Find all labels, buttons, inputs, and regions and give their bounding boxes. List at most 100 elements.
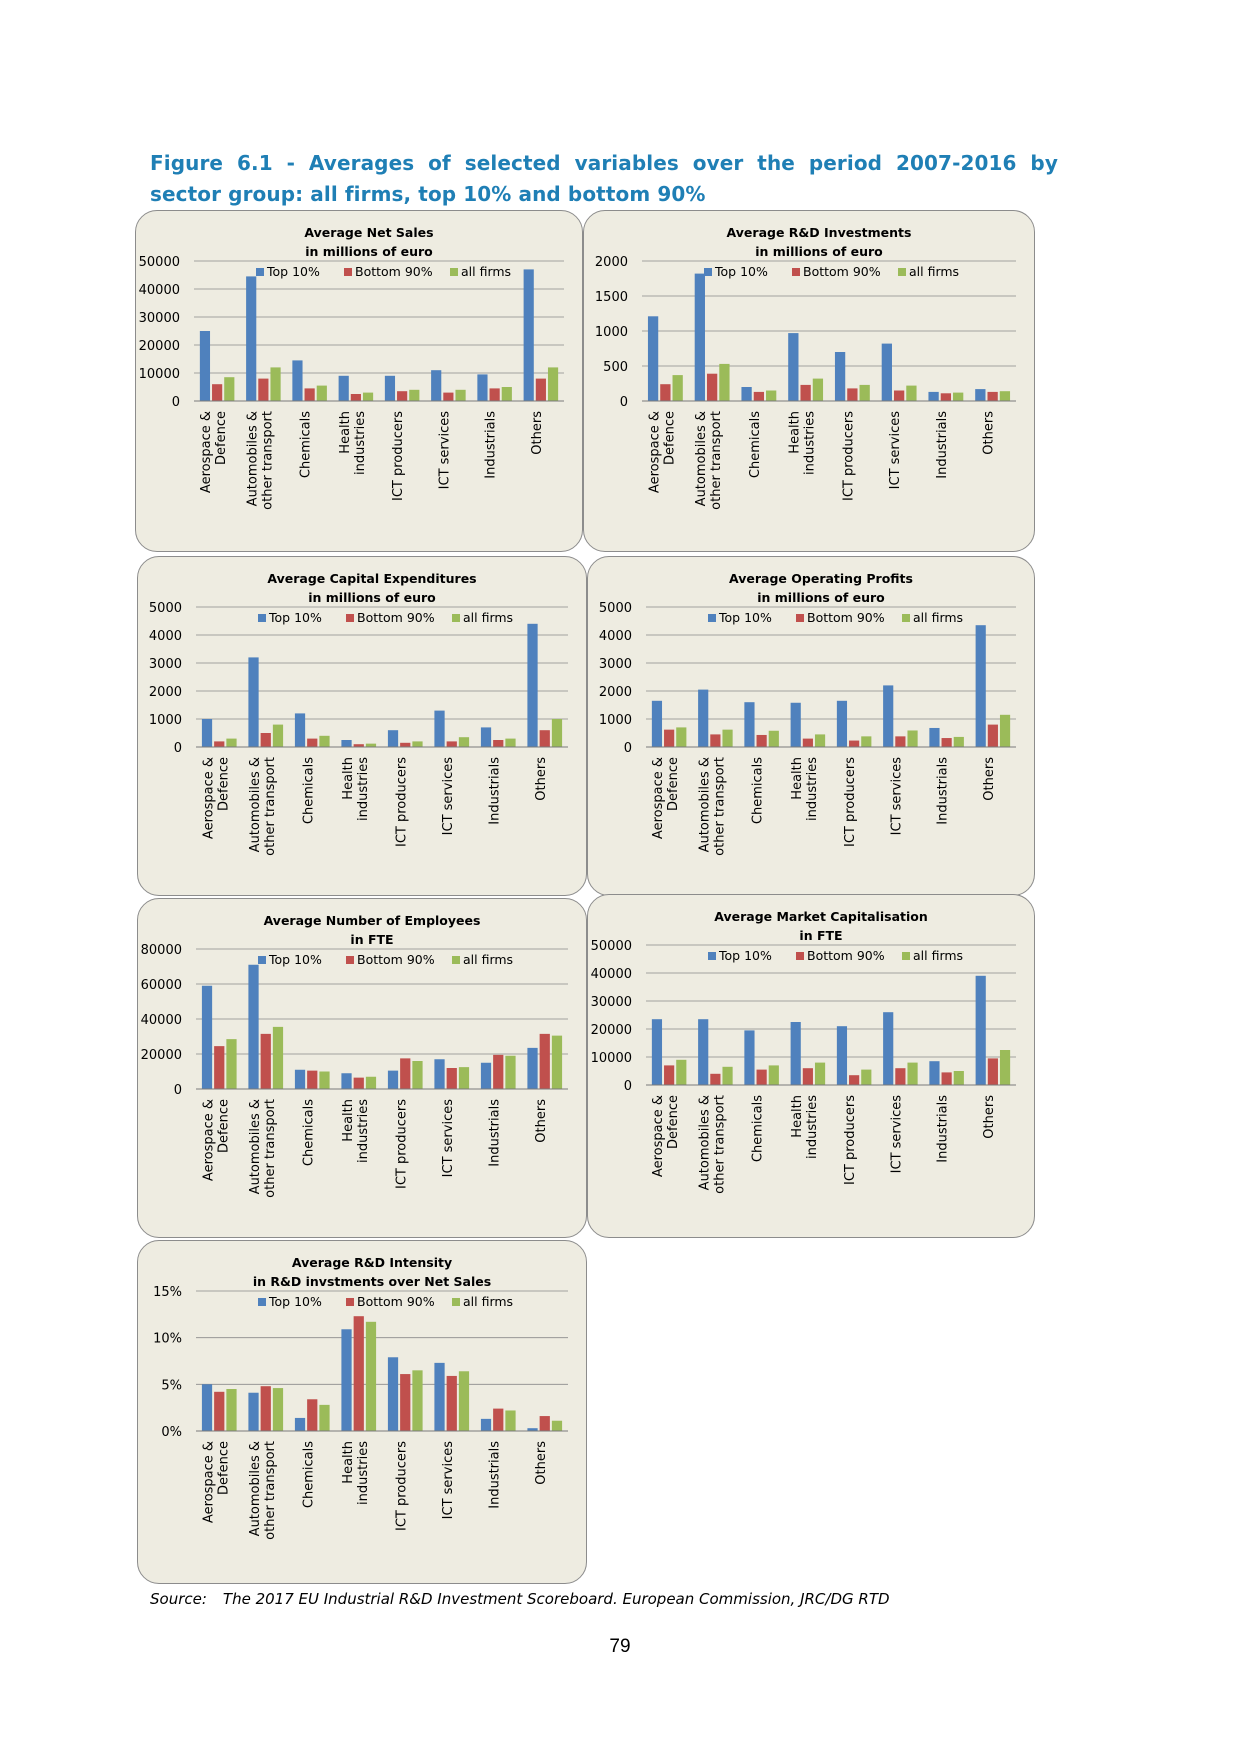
chart-svg-3: Average Operating Profits in millions of … bbox=[599, 571, 1016, 856]
x-category-label: ICT producers bbox=[843, 757, 858, 847]
x-category-label: Automobiles &other transport bbox=[248, 757, 278, 856]
bar-top-10-aerospace-defence bbox=[651, 700, 663, 747]
chart-subtitle: in FTE bbox=[350, 932, 393, 947]
chart-title: Average R&D Intensity bbox=[292, 1255, 452, 1270]
legend-label-all-firms: all firms bbox=[463, 610, 513, 625]
bar-bottom-90-industrials bbox=[489, 388, 500, 401]
legend-label-top-10: Top 10% bbox=[718, 948, 772, 963]
bar-bottom-90-aerospace-defence bbox=[214, 741, 225, 747]
bar-bottom-90-health-industries bbox=[353, 1077, 364, 1089]
bar-all-firms-health-industries bbox=[814, 734, 826, 747]
bar-bottom-90-ict-producers bbox=[847, 388, 858, 401]
bar-bottom-90-aerospace-defence bbox=[660, 384, 671, 401]
x-category-label: Aerospace &Defence bbox=[201, 757, 231, 839]
y-tick-label: 40000 bbox=[141, 1013, 182, 1028]
bar-top-10-chemicals bbox=[744, 702, 755, 747]
bar-top-10-aerospace-defence bbox=[199, 331, 211, 401]
bar-all-firms-health-industries bbox=[812, 378, 824, 401]
bar-bottom-90-automobiles-other-transport bbox=[706, 373, 718, 401]
bar-top-10-aerospace-defence bbox=[201, 1384, 213, 1431]
y-tick-label: 1000 bbox=[595, 325, 628, 340]
bar-all-firms-health-industries bbox=[362, 392, 374, 401]
bar-top-10-automobiles-other-transport bbox=[698, 1019, 709, 1085]
x-category-label: Automobiles &other transport bbox=[245, 411, 275, 510]
bar-bottom-90-industrials bbox=[940, 393, 952, 401]
chart-panel-market-capitalisation: Average Market Capitalisation in FTE 0 1000… bbox=[587, 894, 1035, 1238]
bar-bottom-90-chemicals bbox=[307, 738, 318, 747]
chart-subtitle: in millions of euro bbox=[757, 590, 885, 605]
bar-all-firms-chemicals bbox=[768, 1065, 779, 1085]
legend-label-bottom-90: Bottom 90% bbox=[357, 610, 435, 625]
bar-bottom-90-chemicals bbox=[307, 1070, 318, 1089]
bar-top-10-automobiles-other-transport bbox=[248, 964, 259, 1089]
source-note: Source: The 2017 EU Industrial R&D Invest… bbox=[150, 1590, 890, 1608]
bar-all-firms-others bbox=[999, 714, 1011, 747]
bar-top-10-automobiles-other-transport bbox=[248, 657, 259, 747]
legend-label-all-firms: all firms bbox=[913, 610, 963, 625]
legend-swatch-top-10 bbox=[258, 956, 266, 964]
x-category-label: ICT producers bbox=[843, 1095, 858, 1185]
bar-all-firms-others bbox=[551, 719, 563, 747]
bar-top-10-industrials bbox=[928, 391, 939, 401]
bar-top-10-ict-producers bbox=[387, 1070, 399, 1089]
bar-top-10-ict-services bbox=[883, 685, 894, 747]
chart-panel-rd-intensity: Average R&D Intensity in R&D invstments o… bbox=[137, 1240, 587, 1584]
bar-all-firms-ict-producers bbox=[412, 1061, 423, 1089]
y-tick-label: 20000 bbox=[141, 1048, 182, 1063]
bar-bottom-90-ict-services bbox=[893, 390, 905, 401]
y-tick-label: 2000 bbox=[595, 255, 628, 270]
bar-top-10-industrials bbox=[480, 727, 492, 747]
bar-all-firms-ict-producers bbox=[409, 389, 420, 401]
y-tick-label: 10000 bbox=[139, 367, 180, 382]
bar-top-10-ict-producers bbox=[387, 1357, 399, 1431]
bar-all-firms-ict-producers bbox=[861, 1069, 872, 1085]
bar-bottom-90-others bbox=[535, 378, 546, 401]
bar-all-firms-ict-services bbox=[906, 385, 917, 401]
bar-all-firms-ict-producers bbox=[861, 736, 872, 747]
bar-all-firms-chemicals bbox=[319, 735, 330, 747]
x-category-label: ICT services bbox=[441, 1441, 456, 1520]
bar-all-firms-others bbox=[999, 1050, 1011, 1085]
bar-all-firms-automobiles-other-transport bbox=[722, 729, 733, 747]
bar-bottom-90-chemicals bbox=[756, 1069, 767, 1085]
y-tick-label: 2000 bbox=[149, 685, 182, 700]
bar-bottom-90-ict-producers bbox=[400, 1374, 411, 1431]
x-category-label: Healthindustries bbox=[341, 757, 371, 821]
x-category-label: ICT services bbox=[888, 411, 903, 490]
bar-top-10-ict-services bbox=[883, 1012, 894, 1085]
bar-all-firms-ict-producers bbox=[859, 384, 870, 401]
chart-svg-0: Average Net Sales in millions of euro 0 100… bbox=[139, 225, 564, 510]
legend-label-all-firms: all firms bbox=[463, 952, 513, 967]
x-category-label: Aerospace &Defence bbox=[647, 411, 677, 493]
x-category-label: Healthindustries bbox=[341, 1099, 371, 1163]
bar-top-10-ict-producers bbox=[836, 700, 848, 747]
bar-top-10-chemicals bbox=[744, 1030, 755, 1085]
bar-bottom-90-industrials bbox=[941, 1072, 952, 1085]
bar-top-10-chemicals bbox=[294, 1417, 306, 1431]
chart-title: Average Market Capitalisation bbox=[714, 909, 928, 924]
bar-bottom-90-aerospace-defence bbox=[214, 1046, 225, 1089]
x-category-label: ICT services bbox=[889, 1095, 904, 1174]
bar-all-firms-ict-producers bbox=[412, 741, 423, 747]
bar-all-firms-industrials bbox=[505, 738, 516, 747]
bar-all-firms-industrials bbox=[501, 387, 512, 401]
x-category-label: Chemicals bbox=[301, 757, 316, 824]
bar-top-10-automobiles-other-transport bbox=[698, 689, 709, 747]
legend-label-bottom-90: Bottom 90% bbox=[807, 610, 885, 625]
x-category-label: ICT services bbox=[441, 1099, 456, 1178]
bar-all-firms-aerospace-defence bbox=[676, 727, 687, 747]
bar-top-10-automobiles-other-transport bbox=[246, 276, 257, 401]
bar-top-10-health-industries bbox=[341, 1073, 352, 1089]
legend-swatch-all-firms bbox=[452, 614, 460, 622]
bar-top-10-health-industries bbox=[341, 740, 352, 747]
x-category-label: Aerospace &Defence bbox=[651, 1095, 681, 1177]
bar-all-firms-others bbox=[999, 391, 1011, 401]
bar-all-firms-ict-services bbox=[458, 737, 470, 747]
bar-bottom-90-automobiles-other-transport bbox=[258, 378, 269, 401]
bar-bottom-90-ict-services bbox=[446, 1375, 457, 1431]
legend-label-all-firms: all firms bbox=[461, 264, 511, 279]
chart-subtitle: in FTE bbox=[799, 928, 842, 943]
y-tick-label: 0 bbox=[174, 1083, 182, 1098]
bar-bottom-90-ict-services bbox=[895, 1068, 906, 1085]
legend-swatch-all-firms bbox=[452, 1298, 460, 1306]
